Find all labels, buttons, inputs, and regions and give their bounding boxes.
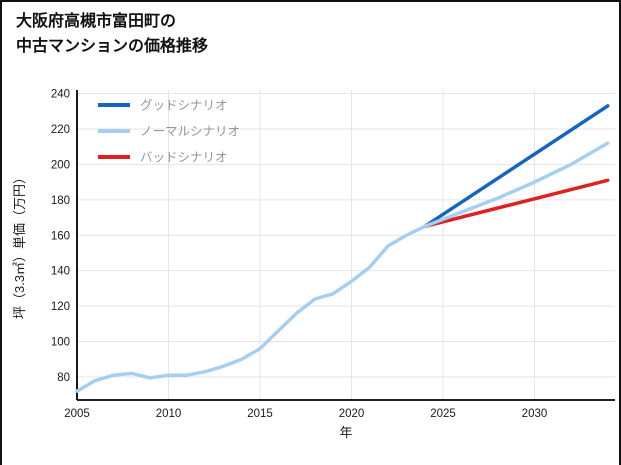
x-tick-label: 2030: [522, 408, 548, 420]
chart-title-line1: 大阪府高槻市富田町の: [16, 13, 177, 30]
y-tick-label: 200: [51, 159, 70, 171]
legend-label-normal: ノーマルシナリオ: [140, 125, 240, 139]
y-axis-title: 坪（3.3㎡）単価（万円）: [12, 171, 27, 319]
x-axis-title: 年: [339, 425, 352, 440]
y-tick-label: 120: [51, 301, 70, 313]
chart-title-line2: 中古マンションの価格推移: [16, 37, 209, 55]
chart-title: 大阪府高槻市富田町の 中古マンションの価格推移: [16, 10, 208, 60]
x-tick-label: 2020: [339, 408, 365, 420]
series-line-normal: [75, 141, 610, 393]
series-line-good: [422, 104, 610, 229]
legend-label-bad: バッドシナリオ: [140, 151, 228, 165]
y-tick-label: 140: [51, 266, 70, 278]
legend-label-good: グッドシナリオ: [140, 99, 228, 113]
y-tick-label: 160: [51, 230, 70, 242]
x-tick-label: 2005: [64, 408, 90, 420]
y-tick-label: 180: [51, 195, 70, 207]
y-tick-label: 80: [57, 372, 70, 384]
y-tick-label: 100: [51, 337, 70, 349]
x-tick-label: 2015: [247, 408, 273, 420]
series-line-bad: [422, 178, 610, 229]
x-tick-label: 2025: [430, 408, 456, 420]
y-tick-label: 220: [51, 124, 70, 136]
y-tick-label: 240: [51, 89, 70, 101]
x-tick-label: 2010: [156, 408, 182, 420]
